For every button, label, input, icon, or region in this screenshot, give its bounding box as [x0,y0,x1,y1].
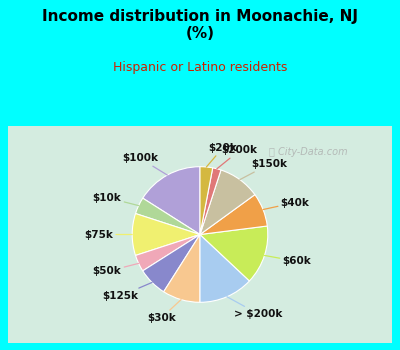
Text: Hispanic or Latino residents: Hispanic or Latino residents [113,61,287,74]
Text: $150k: $150k [240,159,287,180]
Text: $75k: $75k [84,230,132,239]
Text: $125k: $125k [103,282,152,301]
Text: Income distribution in Moonachie, NJ
(%): Income distribution in Moonachie, NJ (%) [42,9,358,41]
Wedge shape [200,170,255,234]
Text: $200k: $200k [217,146,258,169]
Text: $100k: $100k [122,153,167,175]
Text: ⓘ City-Data.com: ⓘ City-Data.com [269,147,348,157]
Wedge shape [132,214,200,256]
Wedge shape [143,167,200,234]
Wedge shape [136,234,200,271]
Text: $40k: $40k [263,197,310,210]
Text: $60k: $60k [264,256,311,266]
Wedge shape [136,198,200,235]
Text: $50k: $50k [93,263,139,276]
Wedge shape [200,167,213,234]
Wedge shape [164,234,200,302]
Wedge shape [200,234,250,302]
Wedge shape [200,195,267,235]
Text: $30k: $30k [147,300,181,323]
Wedge shape [143,234,200,292]
Text: $10k: $10k [93,193,139,206]
Wedge shape [200,168,221,234]
Wedge shape [200,226,268,281]
Text: $20k: $20k [206,143,237,167]
Text: > $200k: > $200k [227,297,283,319]
